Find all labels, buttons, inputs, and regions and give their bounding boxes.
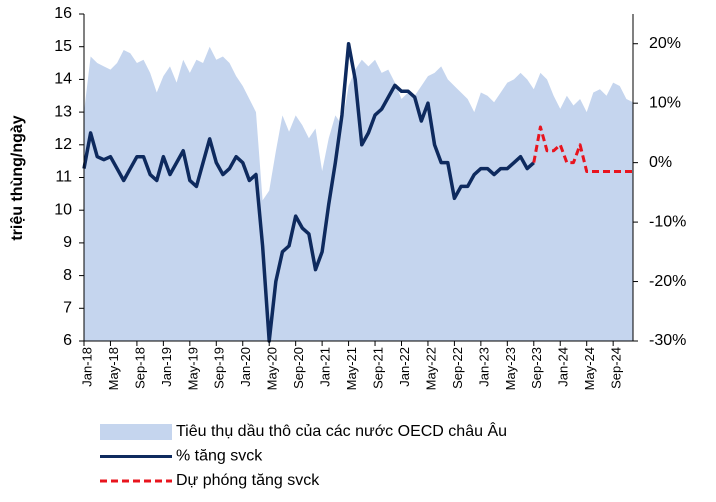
- y-tick-label: 16: [54, 5, 72, 22]
- legend-swatch: [100, 424, 172, 440]
- x-tick-label: Sep-22: [450, 347, 465, 389]
- x-tick-label: May-20: [265, 347, 280, 390]
- x-tick-label: Jan-24: [556, 347, 571, 387]
- x-tick-label: Jan-18: [79, 347, 94, 387]
- line: [532, 125, 633, 174]
- x-tick-label: May-24: [582, 347, 597, 390]
- y-tick-label: 12: [54, 136, 72, 153]
- y2-tick-label: -20%: [649, 273, 686, 290]
- x-tick-label: Jan-23: [476, 347, 491, 387]
- legend-label: % tăng svck: [176, 448, 263, 465]
- x-tick-label: Jan-19: [159, 347, 174, 387]
- y-tick-label: 8: [63, 267, 72, 284]
- y2-tick-label: 20%: [649, 35, 681, 52]
- line: [82, 41, 535, 343]
- x-tick-label: Sep-23: [529, 347, 544, 389]
- x-tick-label: Jan-21: [318, 347, 333, 387]
- y-tick-label: 9: [63, 234, 72, 251]
- y-tick-label: 7: [63, 300, 72, 317]
- y-tick-label: 11: [55, 169, 72, 186]
- y2-tick-label: 0%: [649, 154, 672, 171]
- area: [84, 46, 633, 341]
- y2-tick-label: -30%: [649, 332, 686, 349]
- y2-tick-label: -10%: [649, 213, 686, 230]
- y-tick-label: 13: [54, 103, 72, 120]
- legend-label: Dự phóng tăng svck: [176, 472, 320, 489]
- x-tick-label: May-18: [106, 347, 121, 390]
- x-tick-label: Jan-22: [397, 347, 412, 387]
- y-tick-label: 14: [54, 71, 72, 88]
- y-axis-label: triệu thùng/ngày: [9, 115, 26, 240]
- x-tick-label: Sep-19: [212, 347, 227, 389]
- y-tick-label: 6: [63, 332, 72, 349]
- x-tick-label: May-23: [503, 347, 518, 390]
- x-tick-label: Jan-20: [238, 347, 253, 387]
- x-tick-label: May-22: [423, 347, 438, 390]
- y-tick-label: 10: [54, 201, 72, 218]
- x-tick-label: Sep-24: [609, 347, 624, 389]
- legend-label: Tiêu thụ dầu thô của các nước OECD châu …: [176, 421, 507, 440]
- y-tick-label: 15: [54, 38, 72, 55]
- x-tick-label: Sep-21: [370, 347, 385, 389]
- y2-tick-label: 10%: [649, 94, 681, 111]
- x-tick-label: May-19: [185, 347, 200, 390]
- x-tick-label: Sep-20: [291, 347, 306, 389]
- x-tick-label: May-21: [344, 347, 359, 390]
- x-tick-label: Sep-18: [132, 347, 147, 389]
